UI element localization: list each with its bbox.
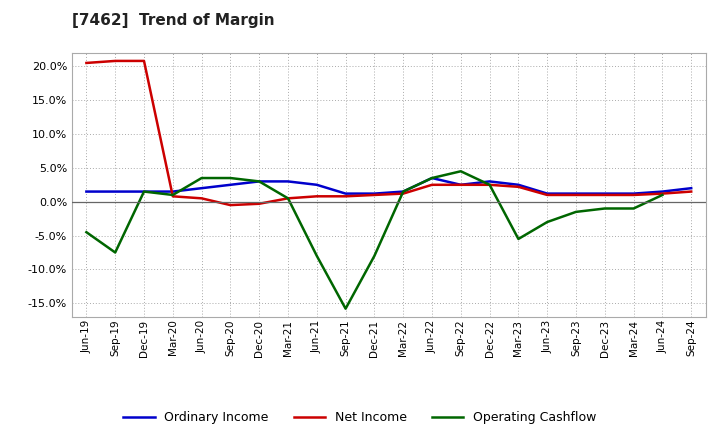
Ordinary Income: [543, 191, 552, 196]
Ordinary Income: [572, 191, 580, 196]
Operating Cashflow: [428, 176, 436, 181]
Net Income: [485, 182, 494, 187]
Net Income: [341, 194, 350, 199]
Operating Cashflow: [629, 206, 638, 211]
Operating Cashflow: [543, 220, 552, 225]
Line: Operating Cashflow: Operating Cashflow: [86, 171, 662, 309]
Operating Cashflow: [197, 176, 206, 181]
Ordinary Income: [629, 191, 638, 196]
Net Income: [687, 189, 696, 194]
Operating Cashflow: [485, 182, 494, 187]
Operating Cashflow: [399, 189, 408, 194]
Net Income: [370, 192, 379, 198]
Operating Cashflow: [140, 189, 148, 194]
Legend: Ordinary Income, Net Income, Operating Cashflow: Ordinary Income, Net Income, Operating C…: [118, 407, 602, 429]
Text: [7462]  Trend of Margin: [7462] Trend of Margin: [72, 13, 274, 28]
Net Income: [658, 191, 667, 196]
Net Income: [514, 184, 523, 190]
Net Income: [226, 202, 235, 208]
Net Income: [82, 60, 91, 66]
Ordinary Income: [140, 189, 148, 194]
Ordinary Income: [111, 189, 120, 194]
Ordinary Income: [687, 186, 696, 191]
Operating Cashflow: [168, 192, 177, 198]
Net Income: [284, 196, 292, 201]
Operating Cashflow: [284, 196, 292, 201]
Net Income: [543, 192, 552, 198]
Ordinary Income: [197, 186, 206, 191]
Net Income: [168, 194, 177, 199]
Operating Cashflow: [312, 253, 321, 259]
Net Income: [140, 58, 148, 63]
Ordinary Income: [399, 189, 408, 194]
Operating Cashflow: [255, 179, 264, 184]
Net Income: [600, 192, 609, 198]
Net Income: [111, 58, 120, 63]
Net Income: [456, 182, 465, 187]
Operating Cashflow: [658, 192, 667, 198]
Ordinary Income: [370, 191, 379, 196]
Operating Cashflow: [111, 250, 120, 255]
Net Income: [312, 194, 321, 199]
Operating Cashflow: [341, 306, 350, 312]
Ordinary Income: [428, 176, 436, 181]
Operating Cashflow: [514, 236, 523, 242]
Ordinary Income: [485, 179, 494, 184]
Operating Cashflow: [572, 209, 580, 215]
Operating Cashflow: [456, 169, 465, 174]
Net Income: [255, 201, 264, 206]
Net Income: [399, 191, 408, 196]
Ordinary Income: [168, 189, 177, 194]
Operating Cashflow: [82, 230, 91, 235]
Line: Net Income: Net Income: [86, 61, 691, 205]
Ordinary Income: [658, 189, 667, 194]
Operating Cashflow: [600, 206, 609, 211]
Ordinary Income: [255, 179, 264, 184]
Net Income: [428, 182, 436, 187]
Ordinary Income: [341, 191, 350, 196]
Net Income: [572, 192, 580, 198]
Ordinary Income: [456, 182, 465, 187]
Ordinary Income: [82, 189, 91, 194]
Operating Cashflow: [370, 253, 379, 259]
Ordinary Income: [600, 191, 609, 196]
Ordinary Income: [226, 182, 235, 187]
Line: Ordinary Income: Ordinary Income: [86, 178, 691, 194]
Operating Cashflow: [226, 176, 235, 181]
Net Income: [629, 192, 638, 198]
Ordinary Income: [284, 179, 292, 184]
Ordinary Income: [514, 182, 523, 187]
Ordinary Income: [312, 182, 321, 187]
Net Income: [197, 196, 206, 201]
